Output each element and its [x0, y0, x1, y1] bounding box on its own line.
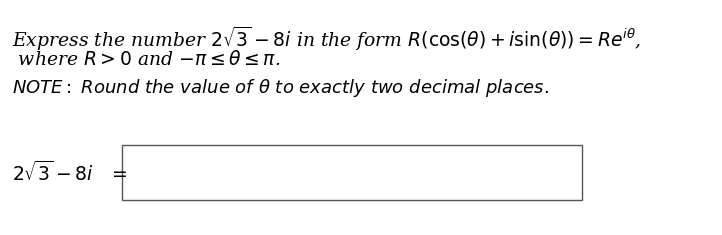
FancyBboxPatch shape: [122, 145, 582, 200]
Text: $\mathit{NOTE{:}\ Round\ the\ value\ of\ \theta\ to\ exactly\ two\ decimal\ plac: $\mathit{NOTE{:}\ Round\ the\ value\ of\…: [12, 77, 549, 99]
Text: where $R > 0$ and $-\pi \leq \theta \leq \pi$.: where $R > 0$ and $-\pi \leq \theta \leq…: [12, 50, 280, 69]
Text: Express the number $2\sqrt{3} - 8i$ in the form $R(\cos(\theta) + i\sin(\theta)): Express the number $2\sqrt{3} - 8i$ in t…: [12, 25, 641, 53]
Text: $2\sqrt{3} - 8i$: $2\sqrt{3} - 8i$: [12, 161, 94, 185]
Text: $=$: $=$: [108, 164, 127, 182]
